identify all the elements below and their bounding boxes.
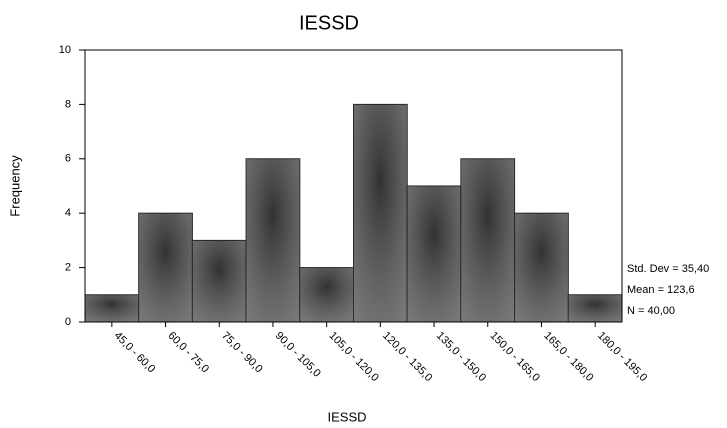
- bar: [138, 212, 193, 323]
- y-tick-label: 2: [65, 262, 71, 274]
- x-tick-label: 150,0 - 165,0: [488, 330, 542, 384]
- y-tick-label: 0: [65, 316, 71, 328]
- y-tick-label: 6: [65, 153, 71, 165]
- x-tick-label: 75,0 - 90,0: [219, 330, 265, 376]
- x-tick-label: 105,0 - 120,0: [326, 330, 380, 384]
- plot-frame: [84, 49, 623, 323]
- bar: [245, 158, 301, 323]
- bar: [567, 294, 623, 323]
- x-tick-label: 90,0 - 105,0: [273, 330, 323, 380]
- x-tick-label: 135,0 - 150,0: [434, 330, 488, 384]
- stats-annotation: N = 40,00: [627, 305, 675, 317]
- bar: [406, 185, 462, 323]
- x-tick-label: 165,0 - 180,0: [541, 330, 595, 384]
- x-tick-label: 60,0 - 75,0: [165, 330, 211, 376]
- y-tick-label: 10: [59, 44, 71, 56]
- x-tick-label: 120,0 - 135,0: [380, 330, 434, 384]
- stats-annotation: Std. Dev = 35,40: [627, 263, 709, 275]
- bar: [191, 239, 247, 323]
- x-tick-label: 45,0 - 60,0: [112, 330, 158, 376]
- stats-annotation: Mean = 123,6: [627, 284, 695, 296]
- y-tick-label: 8: [65, 98, 71, 110]
- bar: [299, 267, 354, 323]
- bar: [353, 103, 408, 323]
- bar: [514, 212, 569, 323]
- y-tick-label: 4: [65, 207, 71, 219]
- x-axis-title: IESSD: [327, 409, 366, 424]
- chart-title: IESSD: [299, 12, 359, 34]
- bar: [460, 158, 516, 323]
- x-tick-label: 180,0 - 195,0: [595, 330, 649, 384]
- y-axis-title: Frequency: [7, 155, 22, 217]
- bar: [84, 294, 140, 323]
